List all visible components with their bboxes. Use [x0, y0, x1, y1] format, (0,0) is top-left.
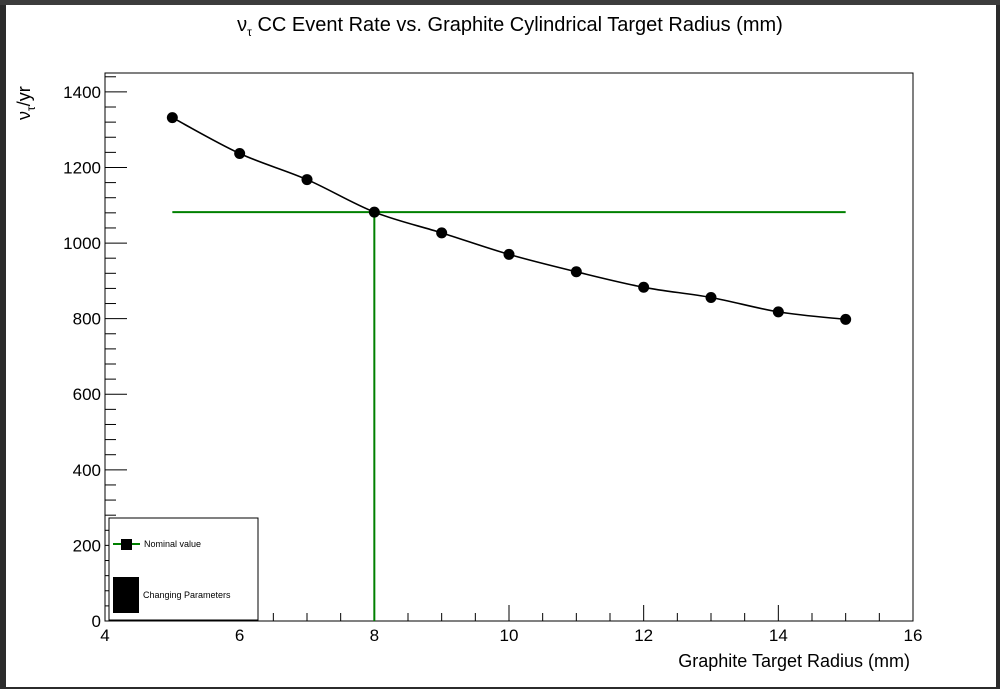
y-tick-label: 400 — [73, 461, 101, 480]
window-top-bar — [0, 0, 1000, 5]
data-point — [436, 227, 448, 239]
x-axis-title: Graphite Target Radius (mm) — [678, 651, 910, 671]
x-tick-label: 16 — [904, 626, 923, 645]
x-tick-label: 8 — [370, 626, 379, 645]
x-tick-label: 4 — [100, 626, 109, 645]
legend-changing-label: Changing Parameters — [143, 590, 231, 600]
data-point — [638, 281, 650, 293]
y-axis-title: ντ/yr — [14, 86, 38, 120]
y-tick-label: 600 — [73, 385, 101, 404]
y-tick-label: 1400 — [63, 83, 101, 102]
x-tick-label: 6 — [235, 626, 244, 645]
data-point — [234, 147, 246, 159]
x-tick-label: 14 — [769, 626, 788, 645]
legend: Nominal value Changing Parameters — [108, 517, 259, 621]
chart-title: ντ CC Event Rate vs. Graphite Cylindrica… — [237, 14, 783, 39]
legend-changing-box — [113, 577, 139, 613]
y-tick-label: 200 — [73, 536, 101, 555]
y-tick-label: 1200 — [63, 158, 101, 177]
data-point — [503, 248, 515, 260]
y-tick-label: 0 — [92, 612, 101, 631]
data-point — [705, 291, 717, 303]
data-point — [368, 206, 380, 218]
data-point — [166, 112, 178, 124]
data-point — [301, 174, 313, 186]
legend-nominal-label: Nominal value — [144, 539, 201, 549]
x-tick-label: 10 — [500, 626, 519, 645]
y-tick-label: 800 — [73, 310, 101, 329]
data-point — [840, 313, 852, 325]
data-point — [772, 306, 784, 318]
data-point — [570, 266, 582, 278]
axes: 4 6 8 10 12 14 16 0 200 400 600 800 1000 1200 1400 — [63, 72, 923, 645]
legend-nominal-marker — [121, 539, 132, 550]
y-tick-label: 1000 — [63, 234, 101, 253]
nominal-lines — [172, 211, 846, 621]
x-tick-label: 12 — [634, 626, 653, 645]
series-line — [171, 116, 846, 321]
series-group — [166, 112, 852, 325]
